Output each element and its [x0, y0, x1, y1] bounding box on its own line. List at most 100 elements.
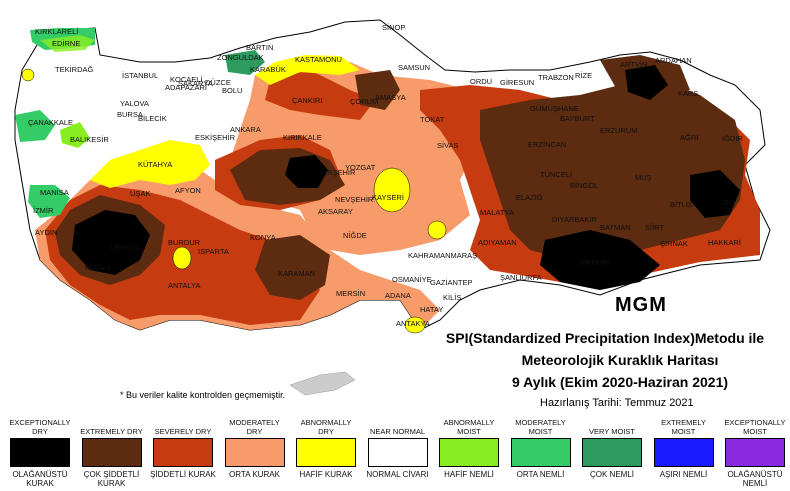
city-label: ADAPAZARI	[165, 83, 207, 92]
city-label: IĞDIR	[722, 134, 743, 143]
city-label: NEVŞEHİR	[335, 195, 374, 204]
city-label: YOZGAT	[345, 163, 376, 172]
zone-abnormally-moist	[40, 35, 95, 52]
legend-tr-label: NORMAL CİVARI	[366, 470, 429, 479]
legend-swatch	[653, 438, 714, 467]
city-label: KIRŞEHİR	[320, 168, 356, 177]
city-label: BOLU	[222, 86, 242, 95]
city-label: DÜZCE	[205, 78, 231, 87]
city-label: MALATYA	[480, 208, 514, 217]
legend-tr-label: ORTA NEMLİ	[516, 470, 565, 479]
prepared-date: Hazırlanış Tarihi: Temmuz 2021	[540, 397, 694, 409]
city-label: KONYA	[250, 233, 276, 242]
zone-exceptionally-dry	[690, 170, 740, 218]
zone-abnormally-dry	[404, 316, 426, 334]
legend-tr-label: OLAĞANÜSTÜ KURAK	[12, 470, 68, 488]
city-label: KAHRAMANMARAŞ	[408, 251, 477, 260]
city-label: VAN	[720, 198, 735, 207]
city-label: MUĞLA	[85, 263, 112, 272]
city-label: BURSA	[117, 110, 143, 119]
city-label: TRABZON	[538, 73, 574, 82]
city-label: BİTLİS	[670, 200, 693, 209]
zone-exceptionally-dry	[72, 210, 150, 275]
zone-abnormally-dry	[373, 167, 411, 213]
city-label: ÇORUM	[350, 97, 378, 106]
city-label: GİRESUN	[500, 78, 534, 87]
legend-tr-label: ŞİDDETLİ KURAK	[150, 470, 216, 479]
city-label: ERZURUM	[600, 126, 638, 135]
city-label: BALIKESİR	[70, 135, 109, 144]
city-label: ARDAHAN	[655, 56, 692, 65]
legend-item: VERY MOIST ÇOK NEMLİ	[578, 414, 646, 479]
legend-item: EXCEPTIONALLY DRY OLAĞANÜSTÜ KURAK	[6, 414, 74, 488]
legend-tr-label: HAFİF KURAK	[299, 470, 353, 479]
legend-item: SEVERELY DRY ŞİDDETLİ KURAK	[149, 414, 217, 479]
city-label: SAKARYA	[178, 79, 213, 88]
legend-en-label: EXCEPTIONALLY DRY	[9, 418, 71, 436]
city-label: İZMİR	[33, 206, 54, 215]
legend-swatch	[582, 438, 642, 467]
zone-moderately-moist	[28, 185, 70, 218]
city-label: ŞIRNAK	[660, 239, 688, 248]
city-label: KASTAMONU	[295, 55, 342, 64]
city-label: AMASYA	[375, 93, 406, 102]
zone-exceptionally-dry	[540, 230, 660, 290]
city-label: BURDUR	[168, 238, 201, 247]
map-title: SPI(Standardized Precipitation Index)Met…	[445, 330, 765, 346]
city-label: ISPARTA	[198, 247, 229, 256]
city-label: ZONGULDAK	[217, 53, 264, 62]
zone-exceptionally-dry	[625, 65, 668, 100]
city-label: BATMAN	[600, 223, 631, 232]
zone-abnormally-dry	[255, 55, 360, 85]
city-label: KARABÜK	[250, 65, 286, 74]
legend-swatch	[10, 438, 70, 467]
legend-swatch	[81, 438, 142, 467]
city-label: BARTIN	[246, 43, 273, 52]
legend-en-label: MODERATELY DRY	[229, 418, 280, 436]
legend: EXCEPTIONALLY DRY OLAĞANÜSTÜ KURAK EXTREME…	[0, 414, 790, 491]
legend-swatch	[725, 438, 785, 467]
city-label: TEKİRDAĞ	[55, 65, 94, 74]
city-label: ANKARA	[230, 125, 261, 134]
city-label: SİVAS	[437, 141, 459, 150]
city-label: ADIYAMAN	[478, 238, 517, 247]
city-label: KÜTAHYA	[138, 160, 172, 169]
city-label: RİZE	[575, 71, 592, 80]
city-label: KARAMAN	[278, 269, 315, 278]
city-label: ÇANKIRI	[292, 96, 322, 105]
mgm-logo: MGM	[615, 294, 667, 316]
city-label: MUŞ	[635, 173, 652, 182]
legend-en-label: EXTREMELY DRY	[80, 427, 143, 436]
legend-tr-label: ÇOK NEMLİ	[589, 470, 634, 479]
city-label: TOKAT	[420, 115, 445, 124]
legend-tr-label: ÇOK ŞİDDETLİ KURAK	[83, 470, 140, 488]
city-label: KIRKLARELİ	[35, 27, 78, 36]
city-label: MARDİN	[580, 258, 610, 267]
legend-tr-label: HAFİF NEMLİ	[444, 470, 494, 479]
city-label: BİNGÖL	[570, 181, 598, 190]
legend-swatch	[439, 438, 499, 467]
legend-item: EXTREMELY MOIST AŞIRI NEMLİ	[650, 414, 718, 479]
city-label: ANTALYA	[168, 281, 201, 290]
city-label: ORDU	[470, 77, 492, 86]
city-label: KIRIKKALE	[283, 133, 322, 142]
zone-extremely-dry	[255, 235, 330, 300]
zone-extremely-dry	[355, 70, 400, 110]
city-label: MANİSA	[40, 188, 69, 197]
zone-extremely-dry	[480, 80, 745, 262]
city-label: KAYSERİ	[372, 193, 404, 202]
legend-item: EXCEPTIONALLY MOIST OLAĞANÜSTÜ NEMLİ	[721, 414, 789, 488]
legend-en-label: VERY MOIST	[589, 427, 635, 436]
city-label: ŞANLIURFA	[500, 273, 542, 282]
city-label: NİĞDE	[343, 231, 367, 240]
city-label: AFYON	[175, 186, 201, 195]
city-label: HATAY	[420, 305, 443, 314]
city-label: MERSİN	[336, 289, 365, 298]
quality-note: * Bu veriler kalite kontrolden geçmemişt…	[120, 390, 286, 400]
map-period: 9 Aylık (Ekim 2020-Haziran 2021)	[511, 374, 729, 390]
city-label: ELAZIĞ	[516, 193, 543, 202]
city-label: ADANA	[385, 291, 411, 300]
legend-item: MODERATELY MOIST ORTA NEMLİ	[507, 414, 575, 479]
legend-en-label: SEVERELY DRY	[154, 427, 212, 436]
legend-tr-label: ORTA KURAK	[229, 470, 280, 479]
